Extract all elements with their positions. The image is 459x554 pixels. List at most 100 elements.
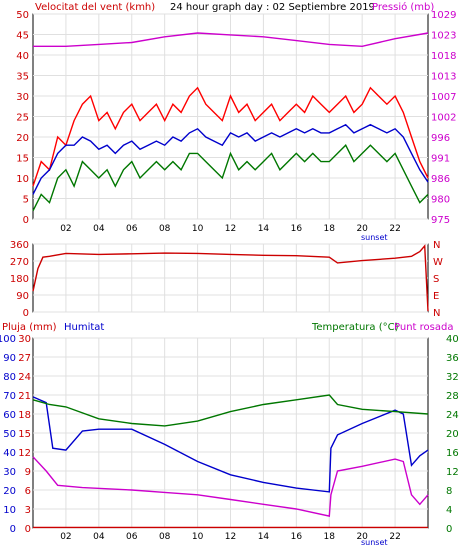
wind-speed-tick-45: 45 xyxy=(16,31,29,42)
x-tick-02: 02 xyxy=(60,224,71,234)
rain-tick-15: 15 xyxy=(18,429,31,440)
x-tick-08: 08 xyxy=(159,532,171,542)
rain-tick-18: 18 xyxy=(18,410,31,421)
direction-tick-360: 360 xyxy=(10,240,29,251)
humidity-tick-80: 80 xyxy=(3,372,16,383)
rain-tick-27: 27 xyxy=(18,353,31,364)
pressure-axis-label: Pressió (mb) xyxy=(372,1,434,13)
series-humitat xyxy=(32,396,429,493)
temperature-tick-4: 4 xyxy=(446,505,452,516)
humidity-tick-0: 0 xyxy=(10,524,16,535)
x-tick-04: 04 xyxy=(93,224,105,234)
wind-speed-tick-35: 35 xyxy=(16,72,29,83)
humidity-axis-label: Humitat xyxy=(64,322,104,333)
humidity-tick-labels: 0 10 20 30 40 50 60 70 80 90 100 xyxy=(0,334,16,535)
x-tick-16: 16 xyxy=(291,532,303,542)
rain-tick-12: 12 xyxy=(18,448,31,459)
wind-speed-tick-40: 40 xyxy=(16,51,29,62)
wind-speed-tick-25: 25 xyxy=(16,113,29,124)
x-tick-14: 14 xyxy=(258,224,270,234)
x-tick-06: 06 xyxy=(126,532,138,542)
pressure-tick-1002: 1002 xyxy=(431,113,456,124)
pressure-tick-1013: 1013 xyxy=(431,72,456,83)
temperature-tick-8: 8 xyxy=(446,486,452,497)
temp-panel-x-tick-labels: 02 04 06 08 10 12 14 16 18 20 22 xyxy=(60,532,401,542)
rain-tick-24: 24 xyxy=(18,372,31,383)
humidity-tick-30: 30 xyxy=(3,467,16,478)
temperature-tick-24: 24 xyxy=(446,410,459,421)
humidity-tick-50: 50 xyxy=(3,429,16,440)
x-tick-14: 14 xyxy=(258,532,270,542)
wind-speed-tick-50: 50 xyxy=(16,10,29,21)
pressure-tick-980: 980 xyxy=(431,195,450,206)
x-tick-10: 10 xyxy=(192,224,204,234)
rain-tick-6: 6 xyxy=(25,486,31,497)
series-velocitat-del-vent xyxy=(32,86,429,187)
x-tick-18: 18 xyxy=(324,224,336,234)
wind-speed-tick-20: 20 xyxy=(16,133,29,144)
rain-tick-30: 30 xyxy=(18,334,31,345)
pressure-tick-986: 986 xyxy=(431,174,450,185)
rain-tick-21: 21 xyxy=(18,391,31,402)
humidity-tick-40: 40 xyxy=(3,448,16,459)
temperature-tick-32: 32 xyxy=(446,372,459,383)
direction-tick-270: 270 xyxy=(10,257,29,268)
x-tick-20: 20 xyxy=(356,224,368,234)
x-tick-20: 20 xyxy=(356,532,368,542)
x-tick-12: 12 xyxy=(225,224,236,234)
compass-tick-0: N xyxy=(433,240,440,251)
pressure-tick-1007: 1007 xyxy=(431,92,456,103)
compass-tick-3: E xyxy=(433,291,439,302)
wind-speed-axis-label: Velocitat del vent (kmh) xyxy=(35,2,155,13)
pressure-tick-1029: 1029 xyxy=(431,10,456,21)
direction-tick-90: 90 xyxy=(16,291,29,302)
pressure-tick-labels: 975 980 986 991 996 1002 1007 1013 1018 1023 1029 xyxy=(431,10,456,226)
rain-tick-0: 0 xyxy=(25,524,31,535)
direction-degree-tick-labels: 360 270 180 90 0 xyxy=(10,240,29,319)
wind-speed-tick-15: 15 xyxy=(16,154,29,165)
humidity-tick-70: 70 xyxy=(3,391,16,402)
temperature-tick-12: 12 xyxy=(446,467,459,478)
series-direcci-del-vent xyxy=(32,244,429,312)
rain-axis-label: Pluja (mm) xyxy=(2,322,57,333)
temperature-tick-0: 0 xyxy=(446,524,452,535)
sunset-label: sunset xyxy=(361,233,388,242)
dewpoint-axis-label: Punt rosada xyxy=(394,322,453,333)
rain-tick-labels: 0 3 6 9 12 15 18 21 24 27 30 xyxy=(18,334,31,535)
pressure-tick-996: 996 xyxy=(431,133,450,144)
wind-speed-tick-10: 10 xyxy=(16,174,29,185)
temperature-tick-36: 36 xyxy=(446,353,459,364)
pressure-tick-991: 991 xyxy=(431,154,450,165)
x-tick-22: 22 xyxy=(389,224,400,234)
rain-tick-3: 3 xyxy=(25,505,31,516)
pressure-tick-1023: 1023 xyxy=(431,31,456,42)
series-vent-mitj xyxy=(32,144,429,212)
direction-tick-180: 180 xyxy=(10,274,29,285)
x-tick-10: 10 xyxy=(192,532,204,542)
temperature-tick-28: 28 xyxy=(446,391,459,402)
wind-panel-x-tick-labels: 02 04 06 08 10 12 14 16 18 20 22 xyxy=(60,224,401,234)
chart-title: 24 hour graph day : 02 Septiembre 2019 xyxy=(170,2,375,13)
direction-tick-0: 0 xyxy=(23,308,29,319)
series-punt-rosada xyxy=(32,456,429,517)
compass-tick-4: N xyxy=(433,308,440,319)
temperature-tick-16: 16 xyxy=(446,448,459,459)
sunset-label-bottom: sunset xyxy=(361,538,388,547)
x-tick-06: 06 xyxy=(126,224,138,234)
x-tick-08: 08 xyxy=(159,224,171,234)
temperature-tick-40: 40 xyxy=(446,334,459,345)
x-tick-12: 12 xyxy=(225,532,236,542)
wind-speed-tick-30: 30 xyxy=(16,92,29,103)
temp-panel-series xyxy=(32,394,429,529)
wind-panel-series xyxy=(32,32,429,212)
wind-speed-tick-0: 0 xyxy=(23,215,29,226)
direction-panel-series xyxy=(32,244,429,312)
series-pressi xyxy=(33,32,429,48)
x-tick-16: 16 xyxy=(291,224,303,234)
compass-tick-2: S xyxy=(433,274,439,285)
temperature-axis-label: Temperatura (°C) xyxy=(311,322,399,333)
x-tick-04: 04 xyxy=(93,532,105,542)
pressure-tick-975: 975 xyxy=(431,215,450,226)
